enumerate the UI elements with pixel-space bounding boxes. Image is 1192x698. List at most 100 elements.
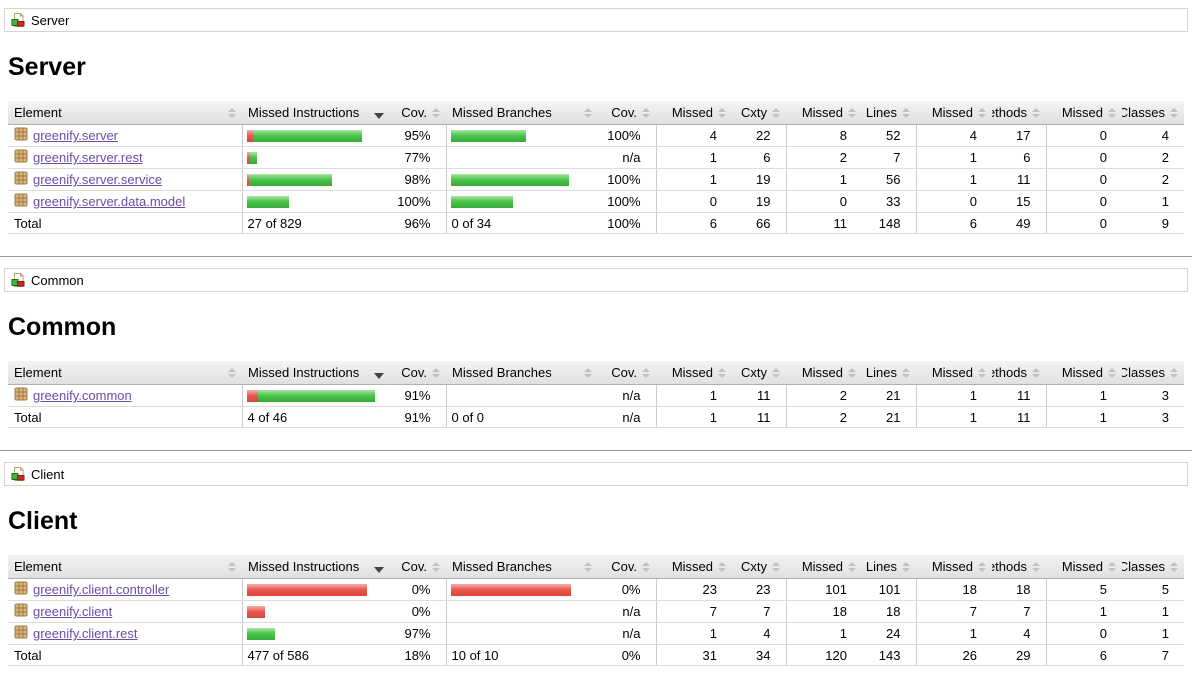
- breadcrumb-label: Server: [31, 12, 70, 28]
- instruction-coverage-percent-text: 91%: [404, 388, 431, 403]
- missed-instructions-cell: [241, 190, 390, 213]
- package-link[interactable]: greenify.server.data.model: [33, 194, 186, 209]
- column-header-missed[interactable]: Missed: [786, 361, 862, 385]
- column-header-missed[interactable]: Missed: [1046, 361, 1122, 385]
- sort-up-triangle: [718, 367, 726, 372]
- branch-coverage-percent-text: n/a: [622, 626, 641, 641]
- column-header-element[interactable]: Element: [8, 361, 242, 385]
- covered-bar-segment: [249, 151, 257, 164]
- sort-arrows-icon: [718, 367, 726, 378]
- total-counter-missed-text: 6: [969, 215, 977, 231]
- package-link[interactable]: greenify.client: [33, 604, 113, 619]
- counter-cell-missed: 23: [655, 578, 732, 601]
- sort-up-triangle: [1108, 561, 1116, 566]
- section-common: Common Common Element Missed Instructions Co…: [4, 268, 1188, 428]
- sort-up-triangle: [978, 561, 986, 566]
- column-header-missed[interactable]: Missed: [1046, 101, 1122, 125]
- element-content: greenify.server.rest: [14, 149, 236, 166]
- column-header-missed-instructions[interactable]: Missed Instructions: [242, 101, 390, 125]
- counter-cell-cxty: 19: [732, 190, 786, 213]
- column-header-missed[interactable]: Missed: [916, 555, 992, 579]
- report-group-icon: [10, 12, 26, 28]
- column-header-missed-instructions[interactable]: Missed Instructions: [242, 361, 390, 385]
- sort-up-triangle: [432, 367, 440, 372]
- package-link[interactable]: greenify.server.rest: [33, 150, 143, 165]
- sort-down-triangle: [1032, 373, 1040, 378]
- sort-down-triangle: [374, 566, 384, 573]
- column-header-lines[interactable]: Lines: [862, 555, 916, 579]
- column-header-classes[interactable]: Classes: [1122, 555, 1184, 579]
- column-header-label: Classes: [1122, 105, 1165, 120]
- total-counter-cxty-text: 11: [757, 409, 771, 425]
- package-link[interactable]: greenify.server: [33, 128, 119, 143]
- counter-cell-missed-text: 18: [962, 582, 977, 597]
- column-header-cov-[interactable]: Cov.: [390, 555, 446, 579]
- header-content: Cov.: [604, 365, 650, 380]
- package-link[interactable]: greenify.client.rest: [33, 626, 138, 641]
- sort-down-triangle: [584, 373, 592, 378]
- coverage-bar: [246, 173, 385, 186]
- counter-cell-missed: 1: [915, 384, 992, 407]
- column-header-missed-instructions[interactable]: Missed Instructions: [242, 555, 390, 579]
- missed-instructions-cell: [241, 578, 390, 601]
- column-header-missed-branches[interactable]: Missed Branches: [446, 101, 598, 125]
- sort-up-triangle: [848, 561, 856, 566]
- column-header-methods[interactable]: Methods: [992, 101, 1046, 125]
- column-header-lines[interactable]: Lines: [862, 101, 916, 125]
- column-header-lines[interactable]: Lines: [862, 361, 916, 385]
- column-header-element[interactable]: Element: [8, 555, 242, 579]
- column-header-methods[interactable]: Methods: [992, 555, 1046, 579]
- column-header-missed[interactable]: Missed: [1046, 555, 1122, 579]
- header-content: Missed Branches: [452, 105, 592, 120]
- column-header-label: Missed: [671, 105, 713, 120]
- column-header-element[interactable]: Element: [8, 101, 242, 125]
- header-content: Missed Instructions: [248, 365, 384, 380]
- column-header-cov-[interactable]: Cov.: [390, 361, 446, 385]
- counter-cell-missed-text: 0: [969, 194, 977, 209]
- total-counter-missed-text: 120: [825, 647, 847, 663]
- sort-down-triangle: [642, 373, 650, 378]
- total-counter-missed-text: 6: [1099, 647, 1107, 663]
- table-row: greenify.server.rest 77% n/a 1 6 2 7 1 6 0 2: [8, 146, 1184, 169]
- total-instruction-coverage-text: 18%: [404, 647, 431, 663]
- sort-down-triangle: [772, 113, 780, 118]
- column-header-missed[interactable]: Missed: [656, 101, 732, 125]
- sort-arrows-icon: [1108, 561, 1116, 572]
- sort-down-triangle: [978, 113, 986, 118]
- column-header-missed-branches[interactable]: Missed Branches: [446, 361, 598, 385]
- total-counter-missed: 1: [655, 406, 732, 428]
- header-content: Missed Branches: [452, 559, 592, 574]
- package-link[interactable]: greenify.client.controller: [33, 582, 170, 597]
- counter-cell-missed-text: 5: [1099, 582, 1107, 597]
- column-header-classes[interactable]: Classes: [1122, 101, 1184, 125]
- column-header-missed-branches[interactable]: Missed Branches: [446, 555, 598, 579]
- column-header-cov-[interactable]: Cov.: [390, 101, 446, 125]
- total-counter-classes: 9: [1122, 212, 1184, 234]
- column-header-cov-[interactable]: Cov.: [598, 101, 656, 125]
- column-header-missed[interactable]: Missed: [786, 101, 862, 125]
- column-header-missed[interactable]: Missed: [916, 101, 992, 125]
- counter-cell-missed-text: 1: [1099, 604, 1107, 619]
- column-header-missed[interactable]: Missed: [656, 555, 732, 579]
- column-header-methods[interactable]: Methods: [992, 361, 1046, 385]
- column-header-cxty[interactable]: Cxty: [732, 101, 786, 125]
- header-content: Methods: [992, 365, 1040, 380]
- column-header-label: Missed: [931, 365, 973, 380]
- column-header-classes[interactable]: Classes: [1122, 361, 1184, 385]
- column-header-cxty[interactable]: Cxty: [732, 361, 786, 385]
- sort-down-triangle: [848, 113, 856, 118]
- package-link[interactable]: greenify.common: [33, 388, 132, 403]
- counter-cell-missed-text: 0: [1099, 194, 1107, 209]
- column-header-cov-[interactable]: Cov.: [598, 361, 656, 385]
- column-header-missed[interactable]: Missed: [916, 361, 992, 385]
- counter-cell-missed-text: 1: [1099, 388, 1107, 403]
- package-link[interactable]: greenify.server.service: [33, 172, 163, 187]
- element-cell: greenify.client: [8, 600, 242, 623]
- column-header-cxty[interactable]: Cxty: [732, 555, 786, 579]
- column-header-missed[interactable]: Missed: [786, 555, 862, 579]
- column-header-cov-[interactable]: Cov.: [598, 555, 656, 579]
- counter-cell-missed: 101: [785, 578, 862, 601]
- total-label-text: Total: [14, 647, 42, 663]
- column-header-missed[interactable]: Missed: [656, 361, 732, 385]
- sort-down-triangle: [1170, 113, 1178, 118]
